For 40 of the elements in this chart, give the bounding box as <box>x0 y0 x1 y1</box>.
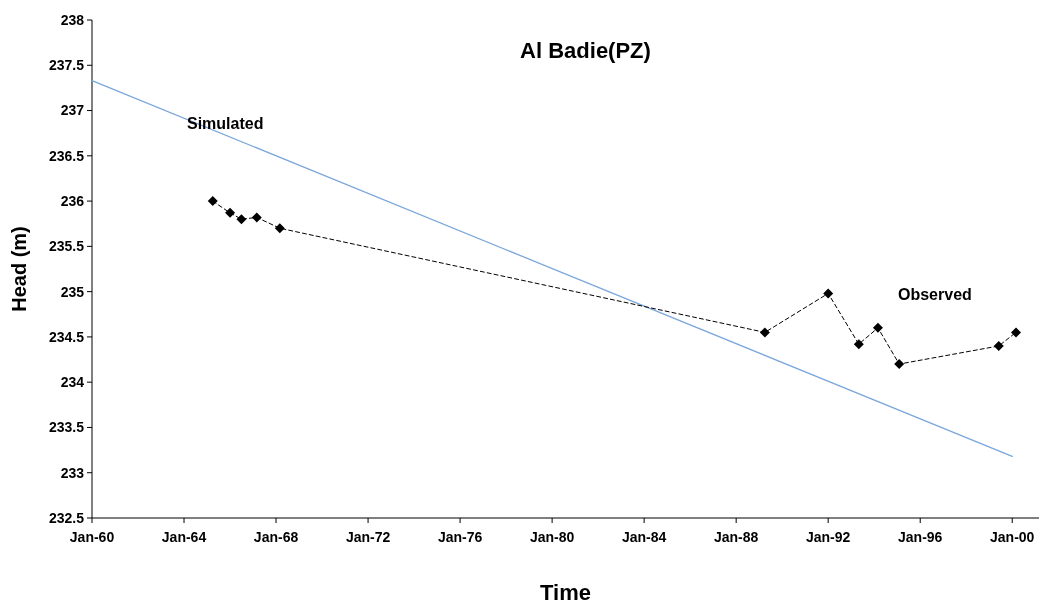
point <box>759 327 770 338</box>
x-tick-label: Jan-92 <box>806 529 851 545</box>
y-tick-label: 235 <box>60 283 85 300</box>
x-tick-label: Jan-64 <box>161 529 207 545</box>
x-tick-label: Jan-76 <box>437 529 483 545</box>
y-tick-label: 238 <box>60 11 85 28</box>
point <box>894 359 905 370</box>
y-tick-label: 237.5 <box>48 57 85 74</box>
series-label: Simulated <box>187 114 264 132</box>
point <box>236 214 247 225</box>
x-tick-label: Jan-68 <box>253 529 299 545</box>
y-tick-label: 232.5 <box>48 509 85 526</box>
y-tick-label: 236.5 <box>48 147 85 164</box>
x-axis-title: Time <box>540 580 591 605</box>
x-tick-label: Jan-80 <box>529 529 575 545</box>
y-tick-label: 233 <box>60 464 85 481</box>
point <box>853 339 864 350</box>
y-tick-label: 235.5 <box>48 238 85 255</box>
point <box>251 212 262 223</box>
x-tick-label: Jan-96 <box>898 529 943 545</box>
y-tick-label: 234 <box>60 374 85 391</box>
point <box>1011 327 1022 338</box>
text: Al Badie(PZ) <box>520 38 651 63</box>
point <box>823 288 834 299</box>
y-tick-label: 237 <box>60 102 85 119</box>
x-tick-label: Jan-00 <box>990 529 1035 545</box>
point <box>274 223 285 234</box>
point <box>207 196 218 207</box>
x-tick-label: Jan-60 <box>69 529 115 545</box>
point <box>872 322 883 333</box>
y-tick-label: 233.5 <box>48 419 85 436</box>
y-tick-label: 236 <box>60 192 85 209</box>
point <box>993 340 1004 351</box>
y-tick-label: 234.5 <box>48 328 85 345</box>
y-axis-title: Head (m) <box>8 226 30 312</box>
series-label: Observed <box>898 286 972 304</box>
x-tick-label: Jan-84 <box>621 529 667 545</box>
x-tick-label: Jan-72 <box>345 529 391 545</box>
point <box>225 207 236 218</box>
x-tick-label: Jan-88 <box>713 529 759 545</box>
